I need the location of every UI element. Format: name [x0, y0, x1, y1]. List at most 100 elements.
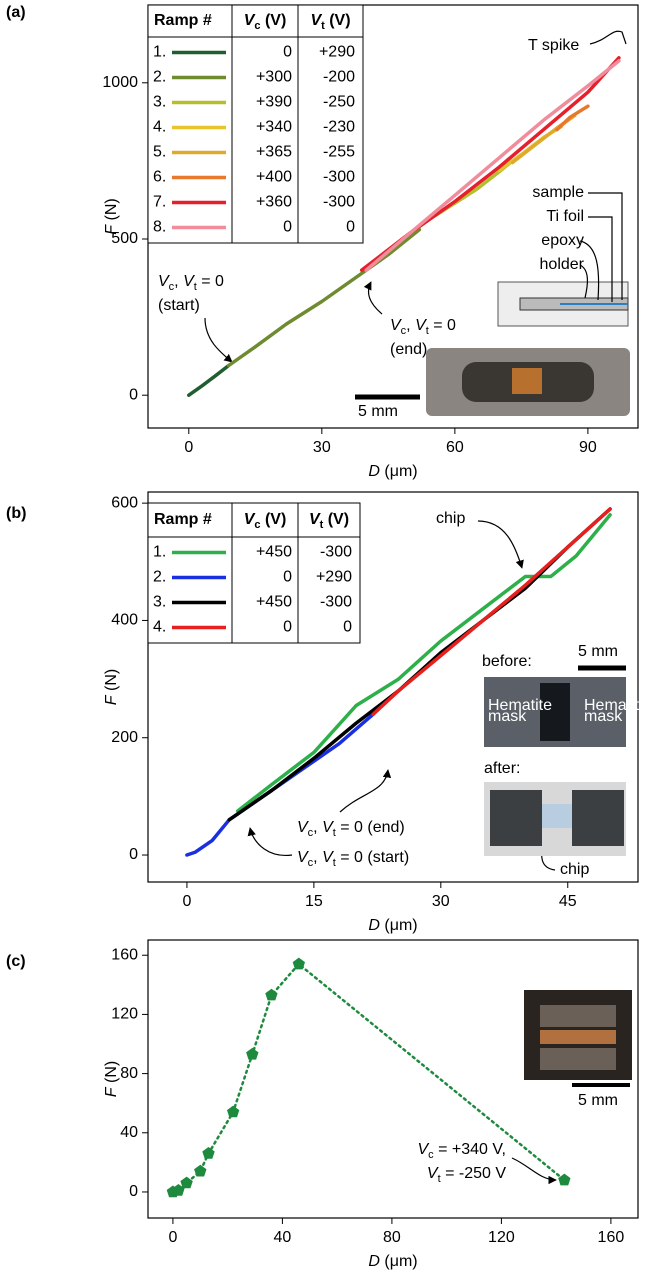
text-run: = 0 (start): [336, 849, 409, 866]
pointer: [247, 827, 293, 856]
text-run: (V): [261, 511, 287, 528]
y-axis-label: F (N): [103, 669, 120, 705]
text-run: (μm): [380, 1253, 418, 1270]
annotation: sample: [532, 184, 584, 201]
text-run: c: [169, 281, 175, 293]
x-tick-label: 15: [305, 893, 323, 910]
annotation: Hematite: [488, 697, 552, 714]
y-tick-label: 0: [129, 386, 138, 403]
legend-cell: +290: [316, 569, 352, 586]
legend-cell: -300: [323, 194, 355, 211]
text-run: V: [417, 1141, 429, 1158]
series-line: [371, 507, 612, 717]
holder-diagram: [497, 192, 629, 327]
x-tick-label: 160: [598, 1229, 625, 1246]
legend-label: 6.: [153, 169, 166, 186]
text-run: c: [308, 827, 314, 839]
decorations: [204, 30, 632, 1185]
legend-cell: 0: [283, 569, 292, 586]
text-run: (end): [390, 341, 427, 358]
legend-cell: +360: [256, 194, 292, 211]
pointer: [589, 30, 627, 45]
text-run: c: [254, 519, 260, 531]
text-run: (V): [261, 12, 287, 29]
pointer: [511, 1157, 557, 1185]
marker: [227, 1105, 240, 1118]
text-run: 5 mm: [578, 1092, 618, 1109]
legend-header: Ramp #: [154, 12, 212, 29]
series-line: [226, 227, 422, 368]
annotation: 5 mm: [578, 643, 618, 660]
text-run: ,: [313, 849, 322, 866]
text-run: D: [368, 463, 380, 480]
annotation: Vc = +340 V,: [417, 1141, 506, 1160]
text-run: c: [401, 325, 407, 337]
text-run: ,: [174, 273, 183, 290]
annotation: (start): [158, 297, 200, 314]
legend-cell: -250: [323, 94, 355, 111]
legend-label: 2.: [153, 569, 166, 586]
y-tick-label: 0: [129, 1183, 138, 1200]
text-run: D: [368, 1253, 380, 1270]
legend-header: Ramp #: [154, 511, 212, 528]
panel-label: (c): [6, 953, 26, 970]
text-run: Ramp #: [154, 12, 212, 29]
series-line: [187, 363, 231, 397]
annotation: 5 mm: [358, 403, 398, 420]
text-run: (start): [158, 297, 200, 314]
text-run: F: [103, 1086, 120, 1097]
x-tick-label: 90: [579, 439, 597, 456]
text-run: = 0: [429, 317, 456, 334]
text-run: F: [103, 694, 120, 705]
text-run: V: [244, 511, 256, 528]
y-tick-label: 120: [111, 1006, 138, 1023]
text-run: sample: [532, 184, 584, 201]
pointer: [339, 769, 392, 813]
legend-label: 4.: [153, 119, 166, 136]
text-run: (V): [325, 12, 351, 29]
text-run: Ti foil: [546, 208, 584, 225]
text-run: t: [320, 519, 324, 531]
text-run: V: [309, 511, 321, 528]
text-run: Hematite: [584, 697, 648, 714]
text-run: V: [390, 317, 402, 334]
series-line: [364, 59, 621, 272]
annotation: T spike: [528, 37, 579, 54]
text-run: c: [308, 857, 314, 869]
legend-cell: -200: [323, 69, 355, 86]
legend-cell: +290: [319, 44, 355, 61]
legend-cell: -300: [320, 544, 352, 561]
legend-cell: -300: [323, 169, 355, 186]
plot-frame: [147, 939, 639, 1219]
text-run: t: [426, 325, 429, 337]
y-tick-label: 1000: [102, 74, 138, 91]
x-tick-label: 30: [313, 439, 331, 456]
text-run: Hematite: [488, 697, 552, 714]
text-run: Ramp #: [154, 511, 212, 528]
text-run: V: [183, 273, 195, 290]
legend-cell: +400: [256, 169, 292, 186]
y-tick-label: 0: [129, 846, 138, 863]
annotation: epoxy: [541, 232, 584, 249]
panel-label: (a): [6, 4, 26, 21]
photo-detail: [540, 683, 570, 741]
legend-cell: +300: [256, 69, 292, 86]
legend-cell: -230: [323, 119, 355, 136]
text-run: c: [254, 20, 260, 32]
marker: [172, 1184, 185, 1196]
y-tick-label: 160: [111, 946, 138, 963]
text-run: c: [428, 1149, 434, 1161]
x-tick-label: 30: [432, 893, 450, 910]
legend-cell: -300: [320, 594, 352, 611]
text-run: (N): [103, 1061, 120, 1088]
panel-label: (b): [6, 505, 26, 522]
text-run: V: [415, 317, 427, 334]
text-run: before:: [482, 653, 532, 670]
text-run: V: [297, 819, 309, 836]
marker: [558, 1173, 571, 1186]
text-run: (μm): [380, 917, 418, 934]
leader: [579, 240, 600, 301]
leader: [579, 264, 588, 299]
legend-box: [147, 502, 361, 644]
